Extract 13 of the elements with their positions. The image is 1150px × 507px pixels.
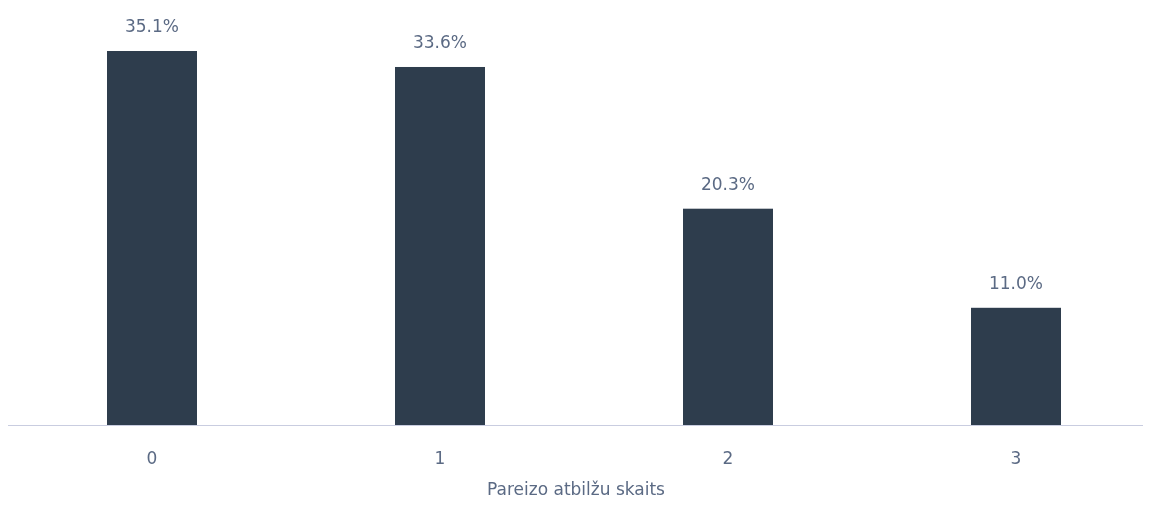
data-label: 11.0% <box>988 272 1044 293</box>
x-tick-label: 3 <box>1010 448 1022 469</box>
x-tick-label: 1 <box>434 448 446 469</box>
x-axis-title: Pareizo atbilžu skaits <box>487 479 666 499</box>
bar <box>683 208 773 425</box>
data-label: 20.3% <box>700 173 756 194</box>
x-tick-label: 2 <box>722 448 734 469</box>
bar <box>971 307 1061 425</box>
data-label: 33.6% <box>412 31 468 52</box>
bar <box>107 51 197 425</box>
x-tick-label: 0 <box>146 448 158 469</box>
data-label: 35.1% <box>124 16 180 36</box>
bar <box>395 66 485 425</box>
